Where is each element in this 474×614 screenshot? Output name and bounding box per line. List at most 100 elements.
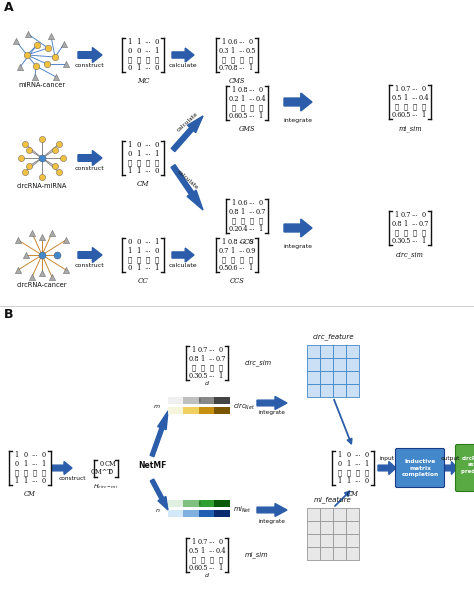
Text: CM: CM [105, 460, 117, 468]
Text: calculate: calculate [176, 169, 200, 191]
Text: 0.2: 0.2 [228, 95, 239, 103]
Text: ···: ··· [208, 371, 215, 379]
Text: 0.3: 0.3 [188, 371, 199, 379]
Bar [333, 547, 346, 560]
Point [24, 29, 32, 39]
Text: ⋮: ⋮ [155, 158, 159, 166]
Bar [307, 508, 320, 521]
Point [60, 39, 68, 49]
Text: 0.3: 0.3 [391, 237, 402, 245]
Text: ⋱: ⋱ [146, 55, 150, 63]
Point [59, 153, 67, 163]
Text: 1: 1 [221, 38, 226, 46]
Text: 0.2: 0.2 [228, 225, 239, 233]
Text: ···: ··· [208, 355, 215, 363]
Text: ···: ··· [144, 47, 151, 55]
Text: ···: ··· [31, 476, 38, 484]
Text: circRNA-cancer: circRNA-cancer [17, 282, 67, 288]
Text: ⋮: ⋮ [248, 255, 253, 263]
Text: 1: 1 [127, 167, 132, 175]
Text: ⋮: ⋮ [403, 103, 408, 111]
Text: ⋮: ⋮ [365, 468, 368, 476]
Text: 0: 0 [219, 538, 223, 546]
Text: d: d [205, 381, 209, 386]
Text: 0.8: 0.8 [237, 86, 248, 95]
Bar [307, 345, 320, 358]
Text: integrate: integrate [258, 410, 285, 415]
Polygon shape [52, 462, 72, 475]
Text: $mi_{Net}$: $mi_{Net}$ [233, 505, 252, 515]
Text: ···: ··· [411, 237, 418, 245]
Text: input: input [380, 456, 394, 461]
Polygon shape [172, 48, 194, 62]
Polygon shape [78, 150, 102, 166]
Text: construct: construct [75, 63, 105, 68]
Text: 1: 1 [230, 47, 235, 55]
Point [53, 250, 61, 260]
Text: 0.7: 0.7 [197, 346, 208, 354]
Text: 1: 1 [136, 264, 141, 272]
Text: ⋮: ⋮ [421, 103, 426, 111]
Point [51, 145, 59, 155]
Bar [199, 397, 215, 404]
Text: 0: 0 [136, 238, 141, 246]
Bar [320, 345, 333, 358]
Text: 1: 1 [230, 247, 235, 255]
Polygon shape [284, 93, 312, 111]
Text: 0.5: 0.5 [197, 371, 208, 379]
Text: CM: CM [24, 490, 36, 498]
Text: 0.8: 0.8 [391, 220, 402, 228]
Text: CC: CC [137, 277, 148, 285]
Text: 1: 1 [154, 238, 159, 246]
FancyBboxPatch shape [395, 448, 445, 488]
Text: 0.8: 0.8 [188, 355, 199, 363]
Polygon shape [284, 219, 312, 237]
Text: ···: ··· [354, 460, 361, 468]
Text: 1: 1 [23, 476, 27, 484]
Polygon shape [78, 247, 102, 263]
Text: 1: 1 [136, 64, 141, 72]
Text: ⋮: ⋮ [191, 363, 195, 371]
Polygon shape [257, 397, 287, 410]
Text: 0: 0 [127, 150, 132, 158]
Text: ⋮: ⋮ [346, 468, 350, 476]
Text: ⋮: ⋮ [240, 103, 245, 111]
Text: ⋮: ⋮ [230, 255, 235, 263]
Bar [168, 500, 183, 507]
Point [51, 52, 59, 62]
Text: 1: 1 [346, 476, 351, 484]
Text: calculate: calculate [169, 63, 197, 68]
Point [32, 61, 40, 71]
Text: ⋮: ⋮ [137, 255, 141, 263]
Text: 1: 1 [154, 150, 159, 158]
Point [44, 43, 52, 53]
Text: ⋮: ⋮ [155, 255, 159, 263]
Text: 1: 1 [41, 460, 46, 468]
Bar [346, 521, 359, 534]
Bar [346, 384, 359, 397]
Text: ···: ··· [208, 346, 215, 354]
Text: 1: 1 [154, 264, 159, 272]
Text: 1: 1 [394, 211, 399, 219]
Text: 0: 0 [258, 86, 263, 95]
Text: ···: ··· [238, 64, 245, 72]
Text: 1: 1 [231, 200, 236, 208]
Text: 1: 1 [201, 546, 205, 555]
Text: 0.6: 0.6 [391, 111, 402, 119]
Bar [183, 397, 199, 404]
Text: integrate: integrate [283, 118, 312, 123]
Point [16, 62, 24, 72]
Bar [333, 358, 346, 371]
Text: 0.8: 0.8 [228, 208, 239, 216]
Polygon shape [257, 503, 287, 516]
Text: 1: 1 [421, 237, 426, 245]
Point [28, 228, 36, 238]
Text: A: A [4, 1, 14, 14]
Bar [333, 534, 346, 547]
Text: ···: ··· [144, 264, 151, 272]
Text: ···: ··· [144, 38, 151, 46]
Text: 1: 1 [191, 346, 196, 354]
Text: ⋮: ⋮ [240, 216, 245, 224]
Text: 1: 1 [136, 167, 141, 175]
Text: 0: 0 [100, 460, 103, 468]
